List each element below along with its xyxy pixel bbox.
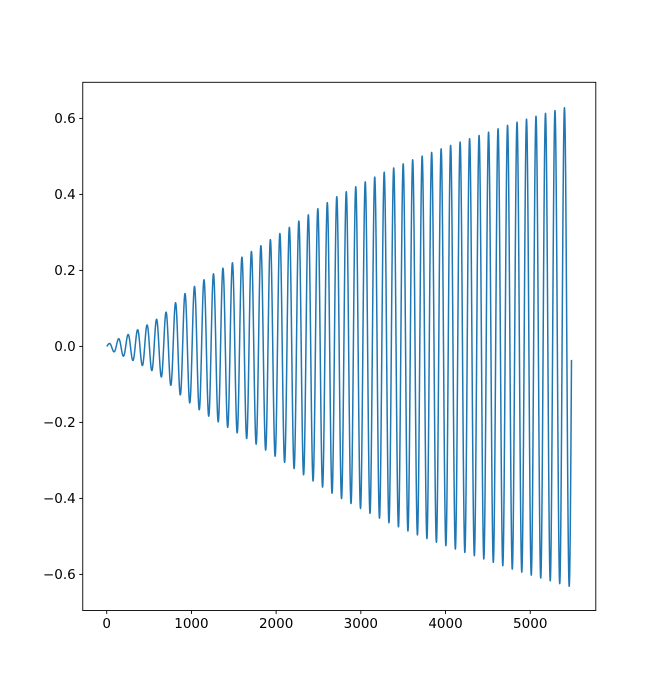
- x-tick-label: 3000: [344, 616, 378, 632]
- y-axis-tick-labels: −0.6 −0.4 −0.2 0.0 0.2 0.4 0.6: [43, 111, 76, 583]
- y-tick-label: −0.4: [43, 491, 76, 507]
- y-tick-label: −0.6: [43, 567, 76, 583]
- y-tick-label: −0.2: [43, 415, 76, 431]
- x-tick-label: 1000: [174, 616, 208, 632]
- y-tick-label: 0.6: [54, 111, 75, 127]
- y-tick-label: 0.2: [54, 263, 75, 279]
- data-series-line: [106, 107, 573, 588]
- x-tick-label: 0: [102, 616, 111, 632]
- y-tick-label: 0.4: [54, 187, 75, 203]
- y-axis-ticks: [79, 117, 83, 575]
- axes: 0 1000 2000 3000 4000 5000 −0.6 −0.4 −0.2 0.0 0.2…: [43, 81, 597, 632]
- x-tick-label: 4000: [428, 616, 462, 632]
- x-axis-ticks: [106, 610, 531, 614]
- x-axis-tick-labels: 0 1000 2000 3000 4000 5000: [102, 616, 547, 632]
- y-tick-label: 0.0: [54, 339, 75, 355]
- x-tick-label: 2000: [259, 616, 293, 632]
- x-tick-label: 5000: [513, 616, 547, 632]
